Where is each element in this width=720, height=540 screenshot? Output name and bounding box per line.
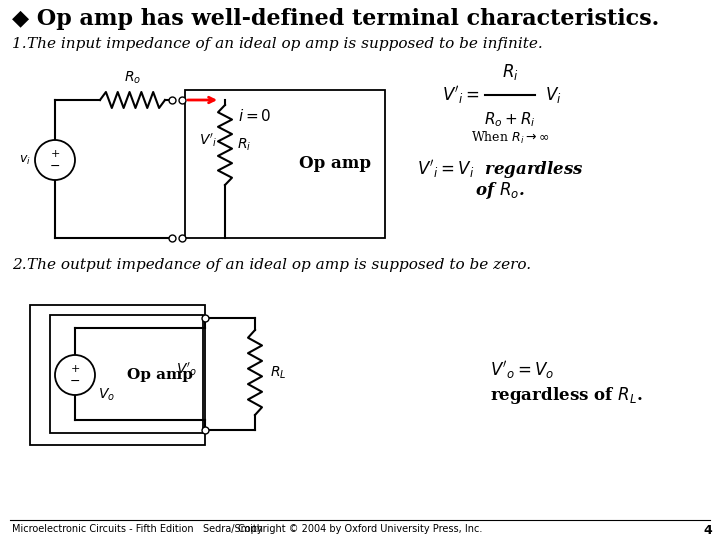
Text: $V'_i =$: $V'_i =$ [442,84,480,106]
Text: of $R_o$.: of $R_o$. [475,180,525,201]
Text: $R_o + R_i$: $R_o + R_i$ [484,110,536,129]
Text: 1.: 1. [12,37,32,51]
Bar [50,315,203,433]
Text: $i=0$: $i=0$ [238,108,271,124]
Bar [185,90,385,238]
Text: The input impedance of an ideal op amp is supposed to be infinite.: The input impedance of an ideal op amp i… [27,37,543,51]
Text: The output impedance of an ideal op amp is supposed to be zero.: The output impedance of an ideal op amp … [27,258,531,272]
Text: regardless of $R_L$.: regardless of $R_L$. [490,384,642,406]
Text: −: − [70,375,80,388]
Text: Op amp: Op amp [299,156,371,172]
Text: $R_o$: $R_o$ [124,70,141,86]
Text: $v_i$: $v_i$ [19,153,31,166]
Text: Op amp: Op amp [127,368,193,382]
Text: When $R_i \rightarrow \infty$: When $R_i \rightarrow \infty$ [471,130,549,146]
Text: +: + [50,149,60,159]
Text: $R_i$: $R_i$ [237,137,251,153]
Text: ◆ Op amp has well-defined terminal characteristics.: ◆ Op amp has well-defined terminal chara… [12,8,660,30]
Text: $R_L$: $R_L$ [270,364,287,381]
Text: +: + [71,364,80,374]
Text: Microelectronic Circuits - Fifth Edition   Sedra/Smith: Microelectronic Circuits - Fifth Edition… [12,524,263,534]
Text: $V'_i$: $V'_i$ [199,131,217,149]
Text: Copyright © 2004 by Oxford University Press, Inc.: Copyright © 2004 by Oxford University Pr… [238,524,482,534]
Bar [30,305,205,445]
Text: $R_i$: $R_i$ [502,62,518,82]
Text: $V_o$: $V_o$ [98,387,115,403]
Text: $V'_o$: $V'_o$ [176,360,197,378]
Circle shape [55,355,95,395]
Text: $V'_o =V_o$: $V'_o =V_o$ [490,359,554,381]
Text: $V_i$: $V_i$ [545,85,562,105]
Circle shape [35,140,75,180]
Text: 4: 4 [703,524,712,537]
Text: −: − [50,159,60,172]
Text: 2.: 2. [12,258,32,272]
Text: $V'_i = V_i$  regardless: $V'_i = V_i$ regardless [417,158,583,181]
